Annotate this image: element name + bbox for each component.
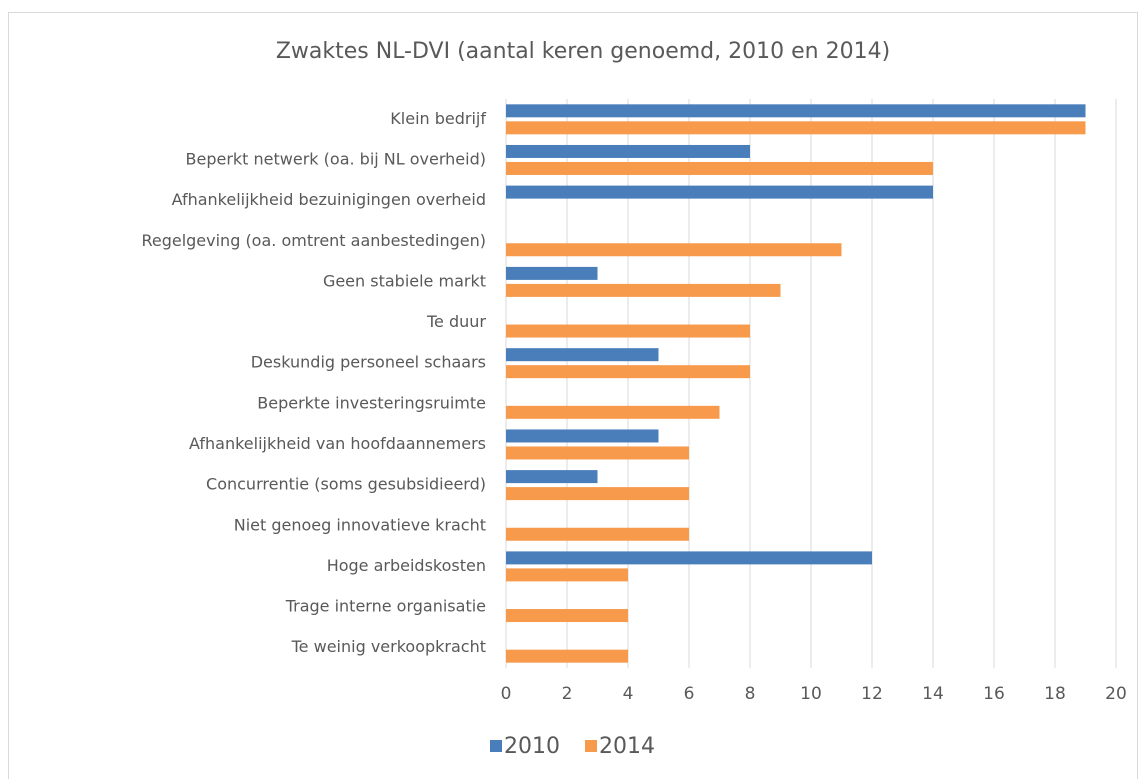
x-tick-label: 16 (983, 684, 1005, 704)
legend-swatch (585, 740, 597, 752)
bar (506, 568, 628, 582)
bar (506, 527, 689, 541)
bar (506, 348, 659, 362)
x-tick-label: 18 (1044, 684, 1066, 704)
category-label: Deskundig personeel schaars (251, 353, 486, 372)
bar (506, 446, 689, 460)
category-label: Afhankelijkheid van hoofdaannemers (189, 434, 486, 453)
bar (506, 551, 872, 565)
category-label: Klein bedrijf (390, 109, 486, 128)
x-tick-label: 0 (501, 684, 512, 704)
x-tick-label: 2 (562, 684, 573, 704)
category-label: Te duur (426, 312, 486, 331)
bar (506, 487, 689, 501)
category-label: Geen stabiele markt (323, 271, 486, 290)
x-tick-label: 14 (922, 684, 944, 704)
bar (506, 405, 720, 419)
legend-label: 2010 (504, 734, 560, 759)
category-label: Beperkt netwerk (oa. bij NL overheid) (186, 149, 486, 168)
x-tick-label: 6 (684, 684, 695, 704)
category-label: Trage interne organisatie (285, 597, 486, 616)
x-tick-label: 8 (745, 684, 756, 704)
x-tick-label: 10 (800, 684, 822, 704)
bar (506, 649, 628, 663)
category-label: Te weinig verkoopkracht (291, 637, 486, 656)
category-label: Niet genoeg innovatieve kracht (234, 515, 486, 534)
bar (506, 266, 598, 280)
x-tick-label: 20 (1105, 684, 1127, 704)
x-tick-label: 4 (623, 684, 634, 704)
bar (506, 609, 628, 623)
category-label: Hoge arbeidskosten (327, 556, 486, 575)
bar (506, 161, 933, 175)
bar (506, 121, 1086, 135)
bar (506, 324, 750, 338)
category-label: Regelgeving (oa. omtrent aanbestedingen) (141, 231, 486, 250)
legend-label: 2014 (599, 734, 655, 759)
bar (506, 243, 842, 257)
chart-title: Zwaktes NL-DVI (aantal keren genoemd, 20… (276, 39, 890, 64)
bar (506, 470, 598, 484)
bar (506, 144, 750, 158)
bar (506, 429, 659, 443)
legend-swatch (490, 740, 502, 752)
category-label: Beperkte investeringsruimte (257, 393, 486, 412)
bar (506, 104, 1086, 118)
category-label: Concurrentie (soms gesubsidieerd) (206, 475, 486, 494)
bar (506, 365, 750, 379)
bar (506, 185, 933, 199)
category-label: Afhankelijkheid bezuinigingen overheid (172, 190, 486, 209)
x-tick-label: 12 (861, 684, 883, 704)
bar (506, 283, 781, 297)
